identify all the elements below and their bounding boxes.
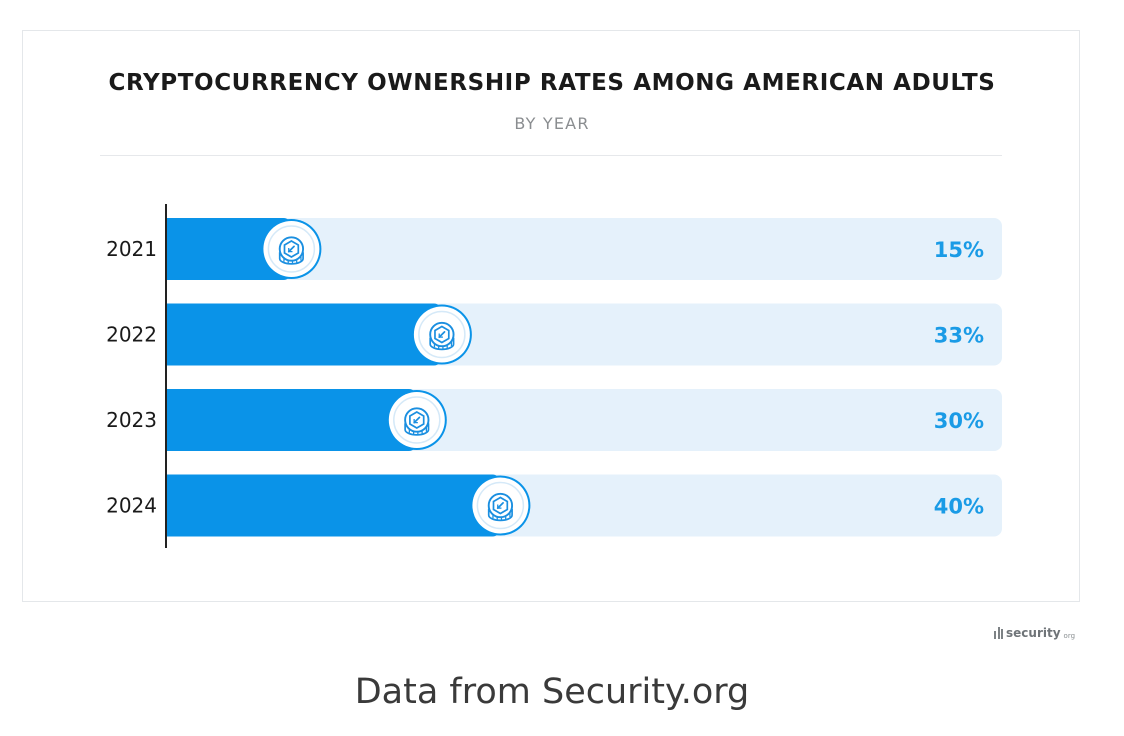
source-caption: Data from Security.org [354,672,750,712]
bar-track [166,218,1002,280]
bar-row-2021: 2021 15% [106,218,1002,280]
crypto-coin-icon [278,236,305,265]
value-label: 30% [934,409,984,433]
bar-row-2023: 2023 30% [106,389,1002,451]
logo-tld: org [1063,631,1076,640]
coin-ring [418,310,466,359]
bar-row-2024: 2024 40% [106,474,1002,537]
crypto-coin-icon [404,407,430,436]
value-label: 15% [934,238,984,262]
bar-left-edge [166,389,175,451]
security-org-logo: security org [994,624,1075,642]
security-logo-icon [994,627,1003,639]
bar-left-edge [166,303,175,366]
category-label: 2021 [106,237,157,261]
category-label: 2022 [106,323,157,347]
chart-title: CRYPTOCURRENCY OWNERSHIP RATES AMONG AME… [108,70,996,96]
bar-chart: 2021 15% 2022 33% 2023 30% 2024 40% [106,204,1002,548]
chart-subtitle: BY YEAR [514,114,590,133]
bar-row-2022: 2022 33% [106,303,1002,366]
bar-left-edge [166,474,175,537]
crypto-coin-icon [429,321,455,351]
crypto-coin-icon [487,492,514,522]
bar [166,389,417,451]
category-label: 2023 [106,408,157,432]
value-label: 40% [934,495,984,519]
title-divider [100,155,1002,156]
coin-ring [476,481,525,530]
bar [166,474,501,537]
coin-ring [393,396,441,444]
bar-left-edge [166,218,175,280]
coin-ring [267,225,316,273]
category-label: 2024 [106,494,157,518]
logo-name: security [1006,626,1061,640]
bar [166,303,442,366]
value-label: 33% [934,324,984,348]
bar [166,218,292,280]
